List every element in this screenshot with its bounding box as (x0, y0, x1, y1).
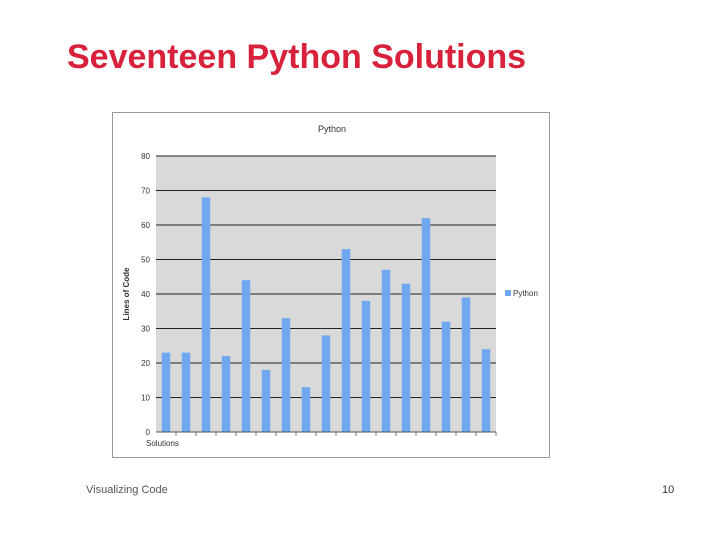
legend: Python (505, 289, 538, 298)
y-tick-label: 30 (141, 325, 150, 334)
bar (361, 300, 371, 432)
chart-frame: 0 10 20 30 40 50 60 70 80 Python Lines of Code S… (112, 112, 550, 458)
bar (321, 335, 331, 432)
y-axis-label: Lines of Code (122, 267, 131, 320)
page-number: 10 (662, 484, 675, 496)
legend-swatch (505, 290, 511, 296)
y-tick-label: 0 (146, 428, 151, 437)
y-tick-label: 50 (141, 256, 150, 265)
bar (421, 218, 431, 432)
bars (161, 197, 491, 432)
bar-chart: 0 10 20 30 40 50 60 70 80 Python Lines of Code S… (122, 124, 538, 448)
chart-title: Python (318, 124, 346, 134)
bar (381, 269, 391, 432)
bar (341, 249, 351, 432)
bar (481, 349, 491, 432)
y-tick-label: 40 (141, 290, 150, 299)
bar (281, 318, 291, 432)
footer-text: Visualizing Code (86, 484, 168, 496)
slide-title: Seventeen Python Solutions (67, 38, 527, 76)
bar (241, 280, 251, 432)
bar (161, 352, 171, 432)
y-tick-label: 10 (141, 394, 150, 403)
bar (261, 369, 271, 432)
y-tick-label: 20 (141, 359, 150, 368)
bar (201, 197, 211, 432)
legend-label: Python (513, 289, 538, 298)
bar (401, 283, 411, 432)
axes: 0 10 20 30 40 50 60 70 80 (141, 152, 497, 437)
bar (441, 321, 451, 432)
bar (301, 387, 311, 432)
x-axis-label: Solutions (146, 439, 179, 448)
y-tick-label: 70 (141, 187, 150, 196)
y-tick-label: 80 (141, 152, 150, 161)
bar (221, 356, 231, 432)
bar (461, 297, 471, 432)
bar (181, 352, 191, 432)
y-tick-label: 60 (141, 221, 150, 230)
